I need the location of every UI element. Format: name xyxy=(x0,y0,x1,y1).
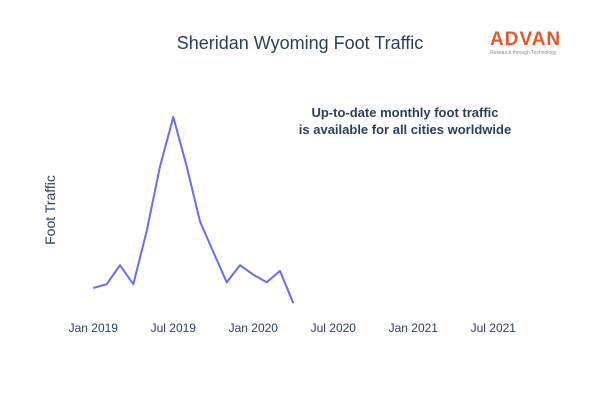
annotation-line-2: is available for all cities worldwide xyxy=(298,122,512,137)
logo-wordmark: ADVAN xyxy=(490,29,562,50)
x-tick-label: Jan 2019 xyxy=(69,321,119,335)
x-tick-label: Jan 2021 xyxy=(389,321,439,335)
chart-annotation: Up-to-date monthly foot traffic is avail… xyxy=(250,104,560,138)
logo-tagline: Research through Technology xyxy=(490,50,557,56)
x-axis-ticks: Jan 2019 Jul 2019 Jan 2020 Jul 2020 Jan 2021… xyxy=(69,321,517,335)
advan-logo: ADVAN Research through Technology xyxy=(490,30,585,57)
chart-title: Sheridan Wyoming Foot Traffic xyxy=(176,33,424,53)
x-tick-label: Jul 2021 xyxy=(471,321,517,335)
series-layer xyxy=(93,116,295,304)
x-tick-label: Jul 2019 xyxy=(151,321,197,335)
series-line-0 xyxy=(93,116,295,304)
x-tick-label: Jan 2020 xyxy=(229,321,279,335)
annotation-line-1: Up-to-date monthly foot traffic xyxy=(311,105,499,120)
x-tick-label: Jul 2020 xyxy=(311,321,357,335)
